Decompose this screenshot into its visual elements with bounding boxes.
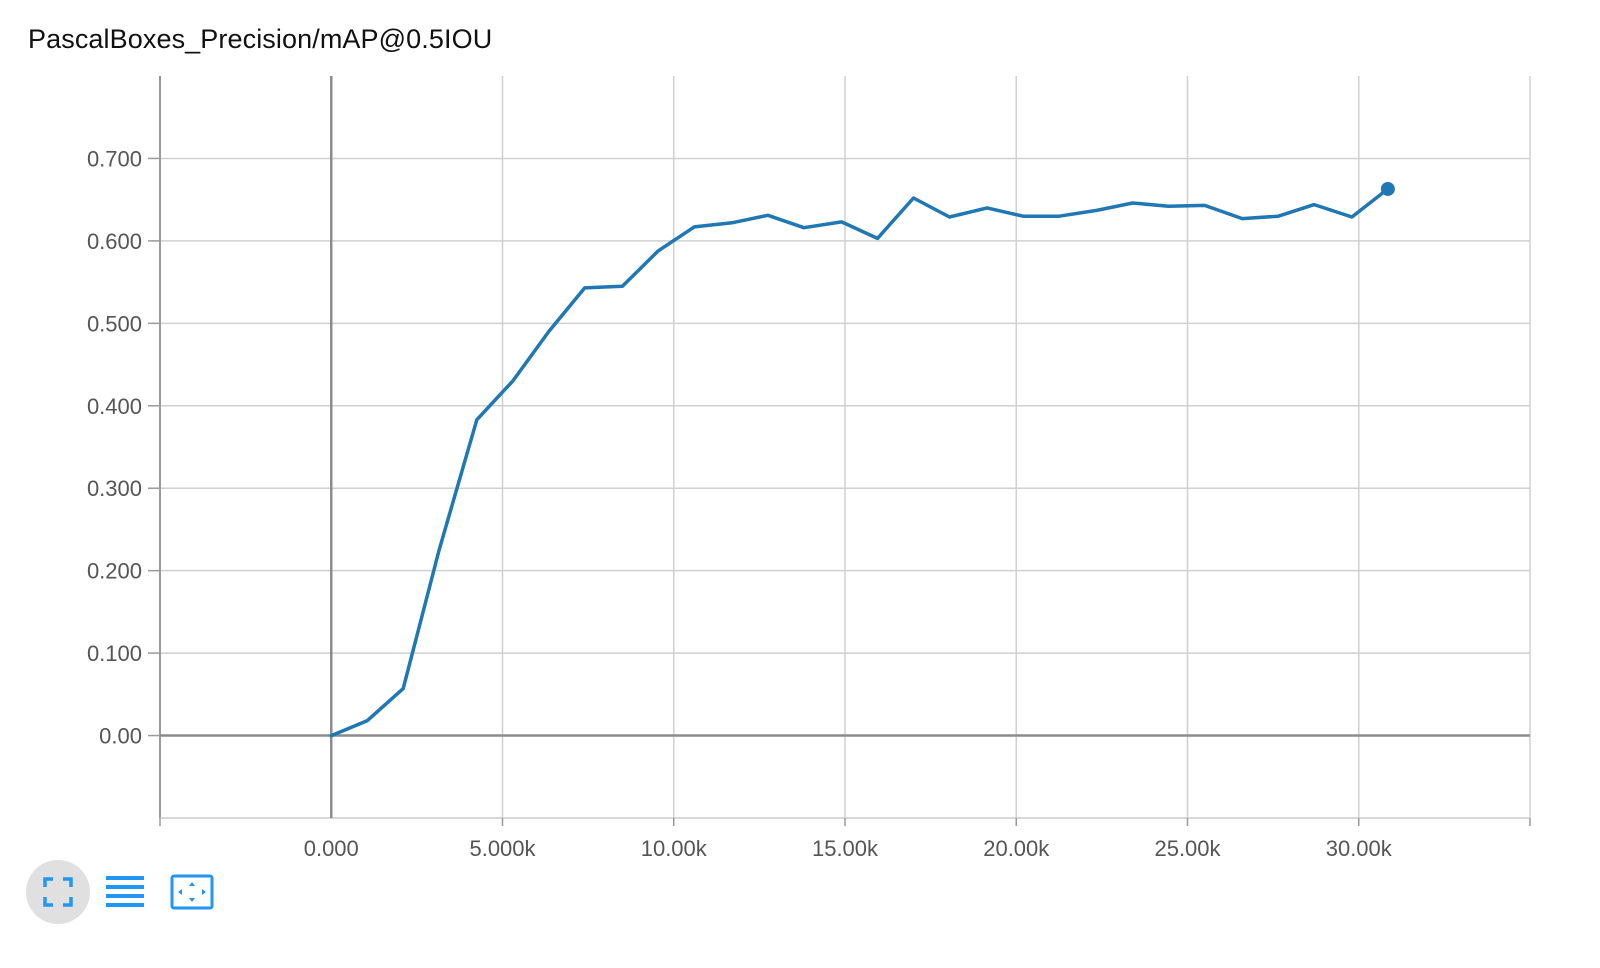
y-tick-label: 0.400 (87, 394, 142, 419)
x-tick-label: 15.00k (812, 836, 879, 861)
x-tick-label: 0.000 (304, 836, 359, 861)
chart-toolbar (26, 860, 227, 924)
y-tick-label: 0.00 (99, 724, 142, 749)
axes (148, 76, 1531, 826)
y-tick-label: 0.700 (87, 146, 142, 171)
y-tick-label: 0.100 (87, 641, 142, 666)
x-tick-label: 5.000k (469, 836, 536, 861)
chart-title: PascalBoxes_Precision/mAP@0.5IOU (28, 24, 493, 54)
x-tick-label: 20.00k (983, 836, 1050, 861)
y-tick-label: 0.300 (87, 476, 142, 501)
fit-domain-icon (170, 874, 214, 910)
toggle-list-button[interactable] (93, 860, 157, 924)
y-tick-label: 0.200 (87, 559, 142, 584)
y-tick-label: 0.500 (87, 311, 142, 336)
x-tick-label: 10.00k (641, 836, 708, 861)
series-last-point (1380, 181, 1395, 196)
x-tick-label: 30.00k (1326, 836, 1393, 861)
tick-labels: 0.00 0.100 0.200 0.300 0.400 0.500 0.600 0.700 0… (87, 146, 1393, 861)
series-line (329, 187, 1390, 738)
fullscreen-button[interactable] (26, 860, 90, 924)
grid-lines (159, 76, 1531, 818)
x-tick-label: 25.00k (1154, 836, 1221, 861)
fullscreen-icon (43, 877, 73, 907)
series-layer (329, 181, 1395, 738)
fit-domain-button[interactable] (160, 860, 224, 924)
y-tick-label: 0.600 (87, 229, 142, 254)
list-icon (106, 876, 144, 907)
